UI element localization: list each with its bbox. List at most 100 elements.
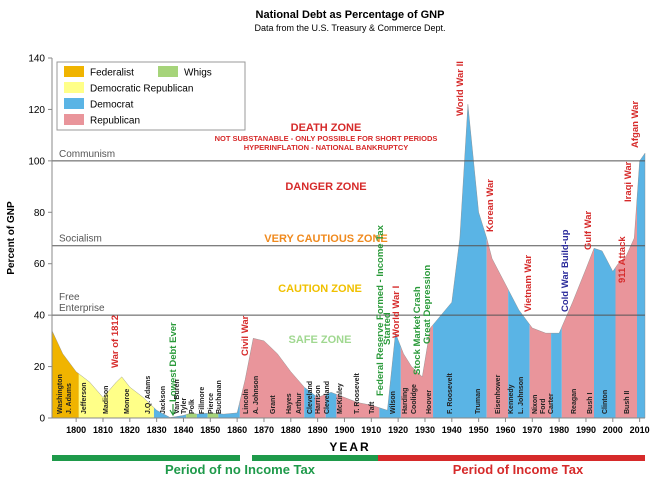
event-label: Federal Reserve Formed - Income Tax: [375, 224, 386, 396]
x-tick-label: 1820: [120, 425, 140, 435]
president-label: Grant: [270, 395, 277, 414]
president-label: Monroe: [124, 389, 131, 414]
legend-swatch: [158, 66, 178, 77]
president-label: Fillmore: [199, 387, 206, 414]
zone-label: DEATH ZONE: [291, 122, 362, 134]
period-bar: [52, 455, 240, 461]
event-label: World War I: [391, 286, 402, 338]
x-tick-label: 1890: [308, 425, 328, 435]
y-tick-label: 100: [28, 156, 45, 167]
president-label: Jefferson: [81, 382, 88, 414]
area-segment: [239, 338, 305, 418]
x-tick-label: 1870: [254, 425, 274, 435]
area-segment: [314, 394, 326, 418]
legend-label: Democrat: [90, 100, 134, 111]
president-label: Pierce: [208, 393, 215, 414]
president-label: Truman: [475, 389, 482, 414]
president-label: Arthur: [296, 392, 303, 414]
y-tick-label: 120: [28, 105, 45, 116]
president-label: Kennedy: [508, 384, 515, 414]
event-label: Stock Market Crash: [412, 286, 423, 375]
event-label: World War II: [455, 61, 466, 116]
area-segment: [400, 324, 434, 418]
area-outline: [51, 104, 646, 419]
area-segment: [336, 394, 380, 418]
reference-label: Enterprise: [59, 303, 105, 314]
president-label: Van Buren: [174, 379, 181, 414]
event-label: Gulf War: [583, 210, 594, 250]
president-label: Buchanan: [216, 380, 223, 414]
president-label: Hoover: [426, 390, 433, 414]
legend-swatch: [64, 114, 84, 125]
president-label: Bush II: [624, 391, 631, 414]
x-tick-label: 1980: [549, 425, 569, 435]
x-tick-label: 1960: [495, 425, 515, 435]
legend-label: Republican: [90, 116, 140, 127]
president-label: Ford: [540, 398, 547, 414]
x-tick-label: 1930: [415, 425, 435, 435]
area-segment: [529, 324, 552, 418]
legend-swatch: [64, 66, 84, 77]
period-label: Period of no Income Tax: [165, 462, 316, 477]
y-tick-label: 40: [34, 311, 46, 322]
area-segment: [218, 401, 240, 418]
reference-label: Free: [59, 292, 80, 303]
event-label: 911 Attack: [617, 236, 628, 283]
zone-label: SAFE ZONE: [289, 334, 352, 346]
area-segment: [636, 153, 645, 418]
chart-subtitle: Data from the U.S. Treasury & Commerce D…: [254, 23, 445, 33]
legend-swatch: [64, 82, 84, 93]
x-tick-label: 1810: [93, 425, 113, 435]
x-axis-label: YEAR: [329, 440, 370, 454]
event-label: Great Depression: [422, 265, 433, 344]
x-tick-label: 1880: [281, 425, 301, 435]
event-label: Iraqi War: [623, 161, 634, 202]
x-tick-label: 1850: [200, 425, 220, 435]
legend-label: Federalist: [90, 68, 134, 79]
president-label: F. Roosevelt: [447, 372, 454, 414]
area-segment: [325, 392, 337, 418]
president-label: A. Johnson: [253, 376, 260, 414]
president-label: Eisenhower: [495, 374, 502, 414]
president-label: Reagan: [571, 389, 578, 414]
event-label: Cold War Build-up: [560, 229, 571, 312]
area-segment: [508, 289, 530, 418]
president-label: Cleveland: [307, 381, 314, 414]
president-label: Coolidge: [411, 384, 418, 414]
x-tick-label: 1950: [469, 425, 489, 435]
president-label: Madison: [103, 386, 110, 414]
y-tick-label: 20: [34, 362, 46, 373]
president-label: T. Roosevelt: [354, 372, 361, 414]
event-label: War of 1812: [110, 315, 121, 368]
president-label: Carter: [548, 393, 555, 414]
president-label: Wilson: [390, 391, 397, 414]
zone-label: CAUTION ZONE: [278, 283, 362, 295]
event-label: Korean War: [485, 179, 496, 232]
area-segment: [379, 333, 401, 418]
x-tick-label: 2000: [603, 425, 623, 435]
y-axis-label: Percent of GNP: [6, 201, 17, 275]
president-label: Jackson: [160, 386, 167, 414]
area-segment: [186, 412, 197, 418]
area-segment: [153, 407, 187, 418]
area-segment: [551, 326, 562, 418]
area-segment: [196, 413, 208, 418]
zone-label: DANGER ZONE: [285, 181, 366, 193]
president-label: Harrison: [315, 385, 322, 414]
x-tick-label: 1910: [361, 425, 381, 435]
legend-label: Democratic Republican: [90, 84, 193, 95]
area-segment: [615, 199, 637, 418]
y-tick-label: 60: [34, 259, 46, 270]
president-label: L. Johnson: [518, 377, 525, 414]
president-label: J.Q. Adams: [145, 376, 152, 414]
president-label: Clinton: [602, 390, 609, 414]
event-label: Started: [382, 312, 393, 345]
legend-box: [56, 61, 246, 131]
president-label: Nixon: [532, 395, 539, 414]
president-label: Cleveland: [324, 381, 331, 414]
area-segment: [594, 248, 616, 418]
president-label: Hayes: [286, 393, 293, 414]
x-tick-label: 1840: [173, 425, 193, 435]
y-tick-label: 140: [28, 54, 45, 65]
x-tick-label: 1800: [66, 425, 86, 435]
